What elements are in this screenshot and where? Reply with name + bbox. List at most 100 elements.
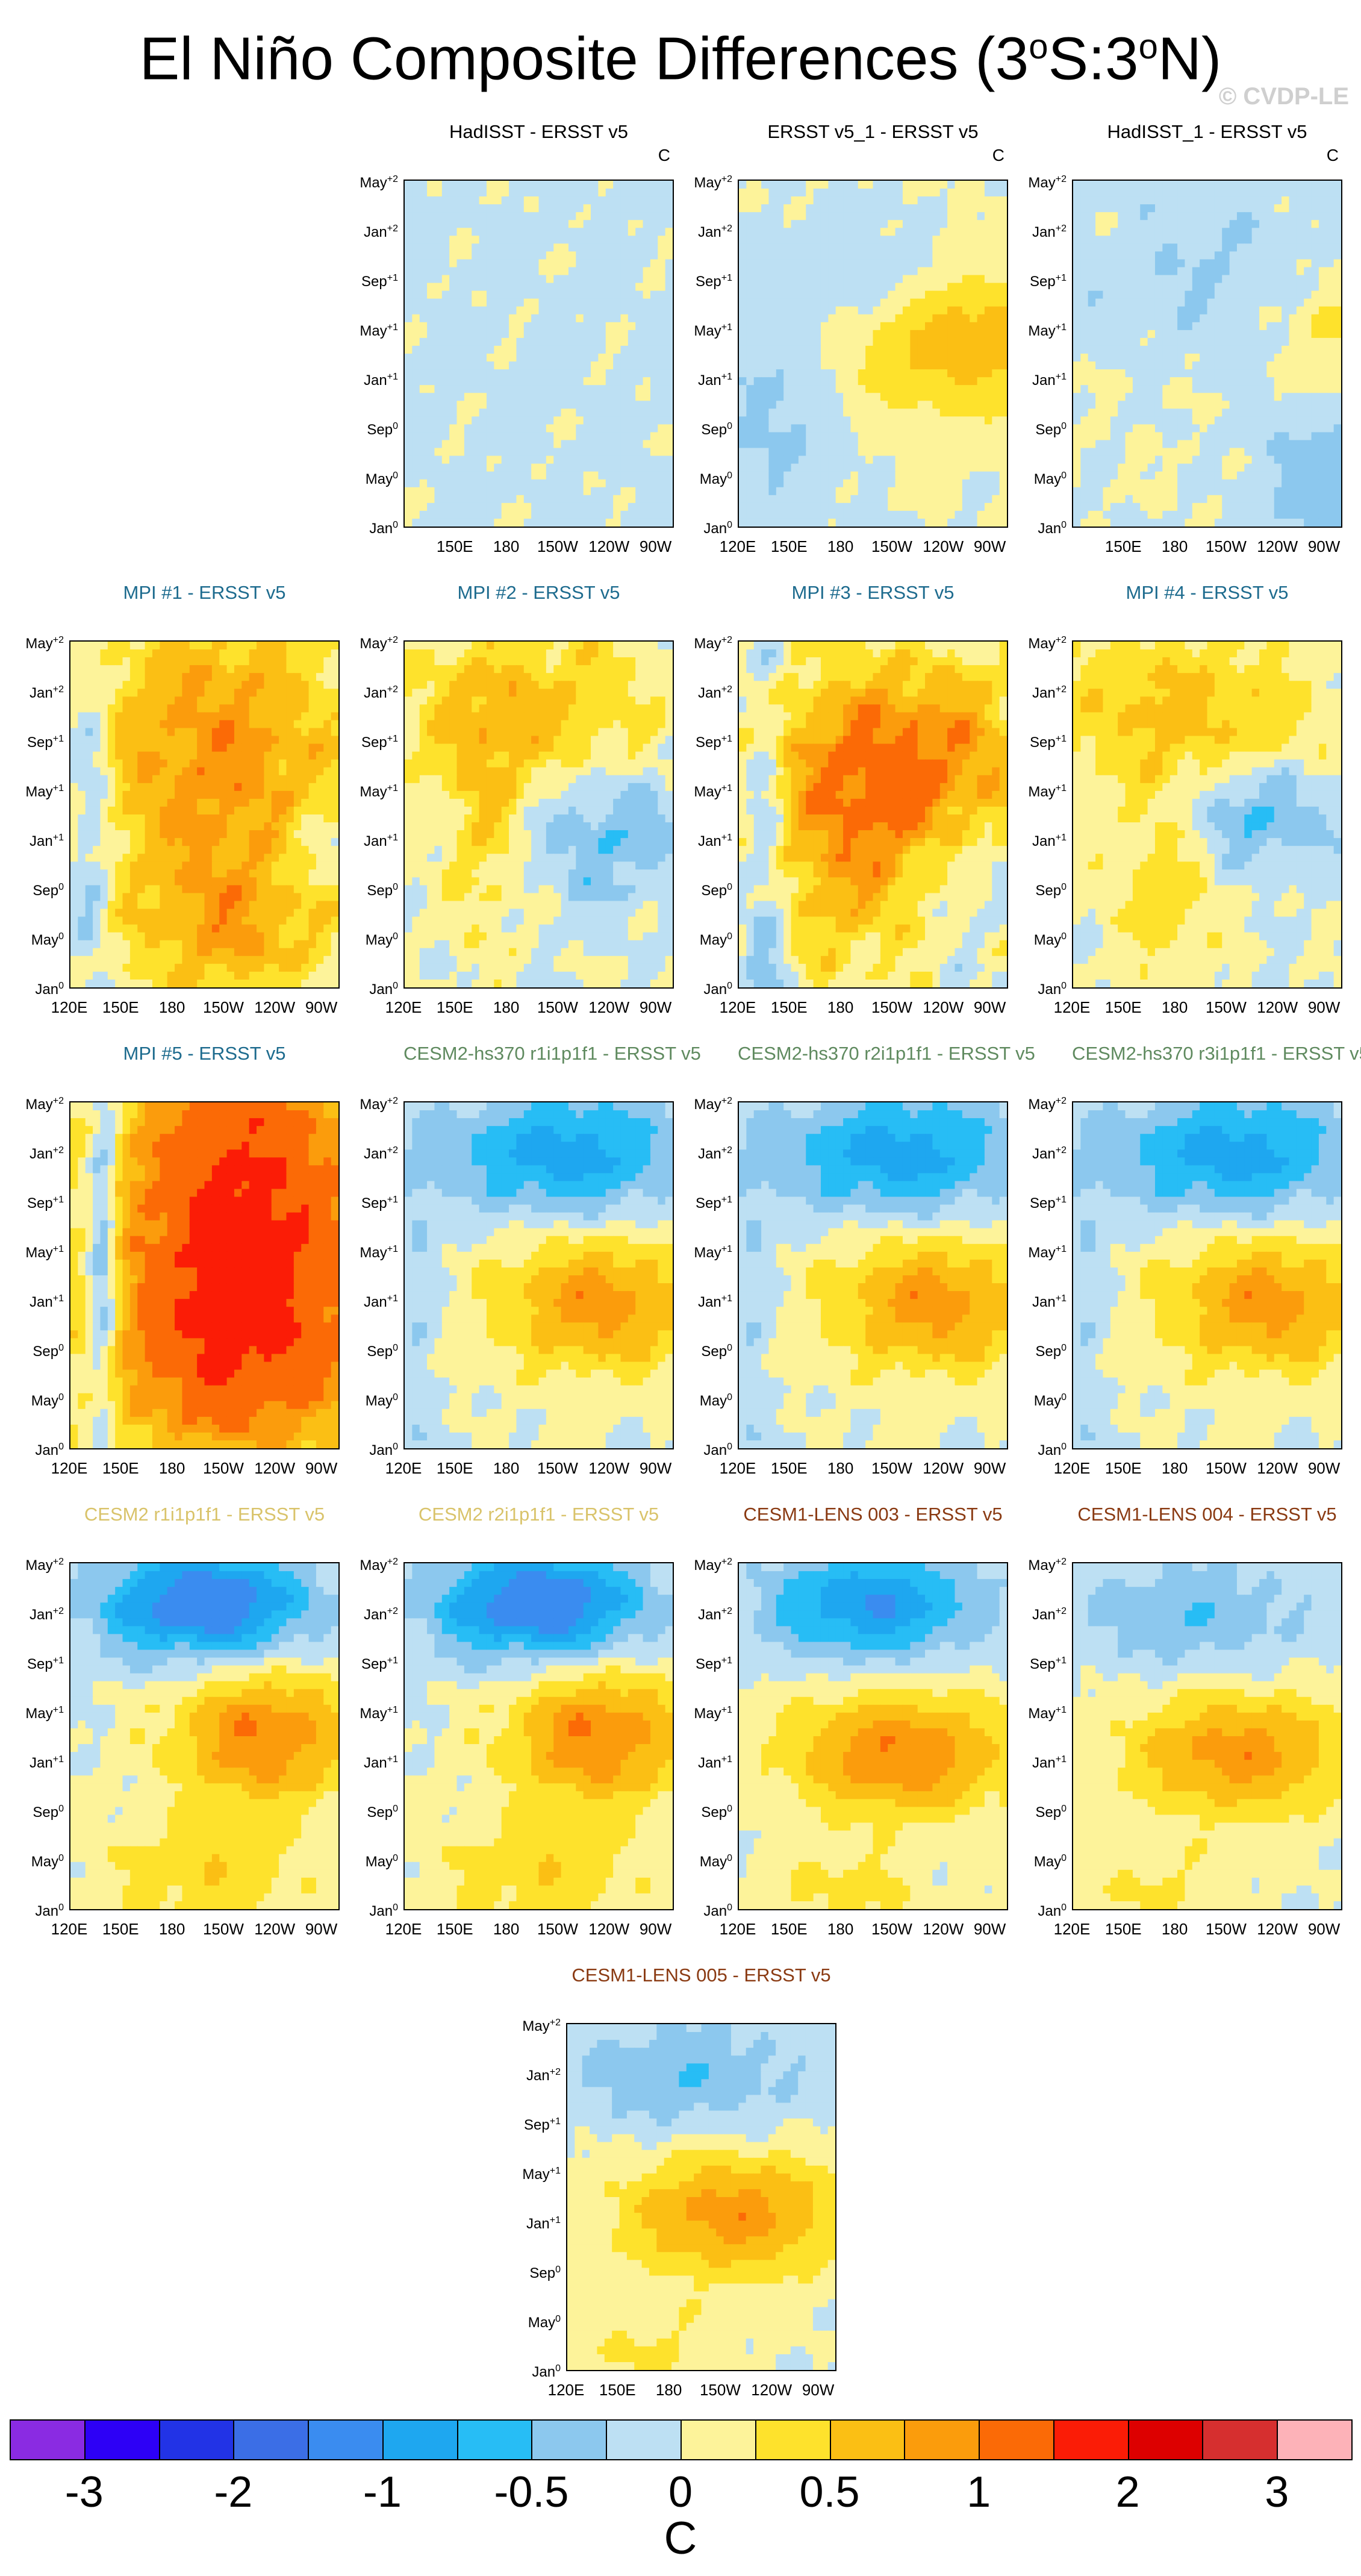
heatmap-cell: [1080, 416, 1089, 425]
heatmap-cell: [620, 487, 629, 496]
heatmap-cell: [501, 487, 509, 496]
heatmap-cell: [1147, 510, 1156, 519]
heatmap-cell: [1177, 236, 1186, 244]
heatmap-cell: [613, 345, 621, 354]
heatmap-cell: [93, 665, 101, 674]
heatmap-cell: [880, 518, 888, 527]
heatmap-cell: [620, 408, 629, 417]
heatmap-cell: [605, 463, 614, 472]
heatmap-cell: [1289, 510, 1297, 519]
heatmap-cell: [583, 337, 591, 346]
heatmap-cell: [658, 424, 666, 433]
heatmap-cell: [1147, 448, 1156, 457]
heatmap-cell: [553, 275, 562, 284]
heatmap-cell: [962, 243, 970, 252]
heatmap-cell: [977, 283, 985, 292]
heatmap-cell: [598, 369, 606, 378]
heatmap-cell: [753, 204, 762, 213]
heatmap-cell: [865, 495, 874, 504]
heatmap-cell: [1229, 204, 1238, 213]
heatmap-cell: [1185, 416, 1193, 425]
heatmap-cell: [85, 665, 93, 674]
heatmap-cell: [835, 502, 844, 511]
heatmap-cell: [1162, 502, 1171, 511]
heatmap-cell: [501, 337, 509, 346]
heatmap-cell: [858, 510, 866, 519]
heatmap-cell: [1333, 385, 1341, 393]
heatmap-cell: [806, 306, 814, 315]
heatmap-cell: [405, 377, 413, 386]
heatmap-cell: [895, 440, 903, 449]
heatmap-cell: [1103, 502, 1111, 511]
heatmap-cell: [806, 251, 814, 260]
heatmap-cell: [1304, 322, 1312, 331]
heatmap-cell: [658, 283, 666, 292]
heatmap-cell: [561, 322, 569, 331]
heatmap-cell: [531, 369, 540, 378]
heatmap-cell: [1132, 471, 1141, 480]
heatmap-cell: [1207, 377, 1215, 386]
heatmap-cell: [947, 440, 956, 449]
heatmap-cell: [1274, 354, 1282, 362]
heatmap-cell: [419, 487, 428, 496]
heatmap-cell: [546, 432, 554, 441]
heatmap-cell: [561, 361, 569, 370]
heatmap-cell: [1154, 314, 1163, 323]
heatmap-cell: [531, 275, 540, 284]
heatmap-cell: [970, 440, 978, 449]
heatmap-cell: [992, 314, 1000, 323]
heatmap-cell: [1333, 424, 1341, 433]
heatmap-cell: [419, 408, 428, 417]
heatmap-cell: [955, 440, 963, 449]
heatmap-cell: [538, 196, 547, 205]
heatmap-cell: [1118, 416, 1126, 425]
heatmap-cell: [427, 393, 435, 401]
heatmap-cell: [583, 401, 591, 409]
heatmap-cell: [932, 448, 941, 457]
heatmap-cell: [568, 369, 576, 378]
heatmap-cell: [910, 181, 918, 189]
heatmap-cell: [910, 432, 918, 441]
heatmap-cell: [962, 181, 970, 189]
heatmap-cell: [1244, 243, 1253, 252]
heatmap-cell: [301, 657, 310, 666]
heatmap-cell: [1214, 408, 1222, 417]
heatmap-cell: [1214, 220, 1222, 228]
heatmap-cell: [955, 314, 963, 323]
heatmap-cell: [828, 369, 836, 378]
heatmap-cell: [1200, 283, 1208, 292]
heatmap-cell: [947, 196, 956, 205]
heatmap-cell: [1222, 314, 1230, 323]
heatmap-cell: [546, 448, 554, 457]
heatmap-cell: [835, 212, 844, 220]
heatmap-cell: [739, 212, 747, 220]
heatmap-cell: [635, 432, 644, 441]
heatmap-cell: [1318, 448, 1327, 457]
heatmap-cell: [888, 354, 896, 362]
heatmap-cell: [650, 495, 658, 504]
heatmap-cell: [820, 181, 829, 189]
heatmap-cell: [761, 424, 770, 433]
heatmap-cell: [1095, 377, 1104, 386]
heatmap-cell: [1333, 181, 1341, 189]
heatmap-cell: [1200, 440, 1208, 449]
heatmap-cell: [271, 642, 279, 650]
heatmap-cell: [1132, 337, 1141, 346]
heatmap-cell: [464, 377, 472, 386]
heatmap-cell: [783, 502, 792, 511]
heatmap-cell: [1296, 204, 1304, 213]
panel-plot: [69, 640, 340, 989]
y-tick-label: May+2: [1009, 172, 1067, 190]
heatmap-cell: [746, 196, 755, 205]
heatmap-cell: [197, 649, 205, 658]
heatmap-cell: [1103, 337, 1111, 346]
heatmap-cell: [643, 440, 651, 449]
heatmap-cell: [628, 448, 636, 457]
heatmap-cell: [441, 306, 450, 315]
heatmap-cell: [1080, 298, 1089, 307]
heatmap-cell: [843, 471, 852, 480]
heatmap-cell: [479, 314, 487, 323]
heatmap-cell: [984, 283, 992, 292]
heatmap-cell: [947, 471, 956, 480]
heatmap-cell: [783, 487, 792, 496]
